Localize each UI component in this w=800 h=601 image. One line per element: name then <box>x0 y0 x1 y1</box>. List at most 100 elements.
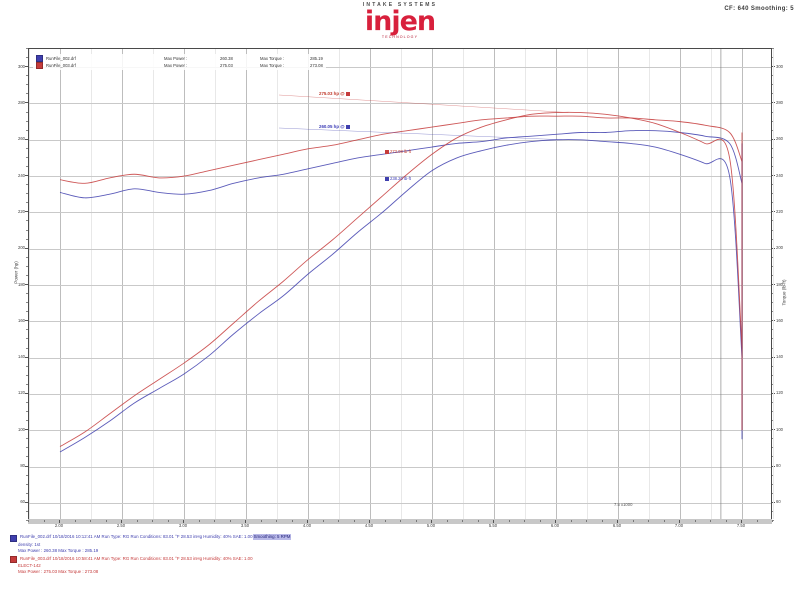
header-bar: INTAKE SYSTEMS injen TECHNOLOGY CF: 640 … <box>0 0 800 44</box>
y-axis-tick-minor <box>26 265 28 267</box>
y-axis-tick-minor <box>772 520 774 521</box>
grid-line-vertical <box>122 49 123 519</box>
x-axis-tick-label: 3.00 <box>178 523 188 528</box>
y-axis-tick-minor <box>26 111 28 113</box>
run-details: RunFile_002.drf 10/18/2016 10:12:41 AM R… <box>20 534 253 539</box>
chart-legend: RunFile_002.drf Max Power : 260.38 Max T… <box>33 54 326 70</box>
grid-line-vertical <box>618 49 619 519</box>
x-axis-tick-minor <box>710 520 711 522</box>
grid-line-horizontal <box>29 248 771 250</box>
y-axis-tick <box>25 356 28 358</box>
annotation-peak-power-red: 275.03 hp @ <box>319 91 351 96</box>
y-axis-tick-label: 180 <box>776 281 783 287</box>
x-axis-tick-minor <box>167 520 169 522</box>
cursor-rpm-readout: 7.5 x1000 <box>614 502 633 507</box>
y-axis-tick-minor <box>26 93 28 95</box>
x-axis-tick-minor <box>648 520 649 522</box>
grid-line-vertical <box>184 49 185 519</box>
y-axis-tick-minor <box>772 48 774 49</box>
y-axis-tick-minor <box>26 438 28 440</box>
legend-run-name: RunFile_002.drf <box>46 56 76 61</box>
x-axis-tick <box>431 520 432 523</box>
grid-line-vertical-minor <box>773 49 774 519</box>
y-axis-tick <box>25 392 28 394</box>
x-axis-tick <box>245 520 246 523</box>
x-axis-tick-minor <box>28 520 29 522</box>
y-axis-tick-minor <box>26 347 28 349</box>
y-axis-tick-minor <box>26 193 28 195</box>
y-axis-left: 300 280 260 240 220 200 180 160 140 120 100 80 60 <box>2 48 28 521</box>
x-axis-tick-minor <box>338 520 339 522</box>
x-axis-tick-minor <box>214 520 215 522</box>
y-axis-tick-minor <box>26 492 28 494</box>
y-axis-tick-minor <box>26 202 28 204</box>
legend-row: RunFile_003.drf Max Power : 275.03 Max T… <box>36 62 323 69</box>
y-axis-tick-minor <box>26 302 28 304</box>
y-axis-tick-label: 240 <box>776 172 783 178</box>
x-axis-tick-minor <box>694 520 696 522</box>
grid-line-vertical-minor <box>463 49 464 519</box>
x-axis-tick-minor <box>384 520 386 522</box>
y-axis-tick <box>25 66 28 68</box>
y-axis-tick <box>25 501 28 503</box>
run-info-panel: RunFile_002.drf 10/18/2016 10:12:41 AM R… <box>10 534 790 577</box>
x-axis-tick <box>307 520 308 523</box>
run-density: density: 1st <box>18 541 41 547</box>
y-axis-tick-label: 160 <box>18 317 25 323</box>
y-axis-tick <box>25 320 28 322</box>
grid-line-vertical <box>370 49 371 519</box>
x-axis-tick-minor <box>772 520 773 522</box>
grid-line-vertical-minor <box>153 49 154 519</box>
x-axis-tick-minor <box>415 520 417 522</box>
y-axis-tick-minor <box>26 75 28 77</box>
grid-line-horizontal <box>29 321 771 323</box>
y-axis-tick-minor <box>26 456 28 458</box>
y-axis-tick-minor <box>26 84 28 86</box>
x-axis-tick-minor <box>322 520 324 522</box>
y-axis-tick-minor <box>26 229 28 231</box>
y-axis-tick-minor <box>26 274 28 276</box>
run-info-line: Max Power : 260.38 Max Torque : 285.19 <box>10 548 790 554</box>
y-axis-tick-minor <box>26 156 28 158</box>
logo-tagline: INTAKE SYSTEMS <box>362 2 438 8</box>
x-axis-tick-minor <box>260 520 262 522</box>
grid-line-vertical-minor <box>649 49 650 519</box>
run-smoothing-highlight: Smoothing: 5 RPM <box>252 534 292 540</box>
grid-line-horizontal <box>29 393 771 395</box>
legend-torque-label: Max Torque : <box>260 56 285 61</box>
x-axis-tick-minor <box>90 520 91 522</box>
annotation-torque-blue: 238.20 lb-ft <box>384 176 411 181</box>
run-max-values: Max Power : 260.38 Max Torque : 285.19 <box>18 547 99 553</box>
x-axis-tick-label: 6.50 <box>612 523 622 528</box>
y-axis-tick-minor <box>26 402 28 403</box>
run-swatch-blue <box>10 534 17 542</box>
grid-line-vertical-minor <box>91 49 92 519</box>
x-axis-tick <box>555 520 556 523</box>
legend-power-value: 260.38 <box>220 56 233 61</box>
y-axis-tick-label: 160 <box>776 317 783 323</box>
y-axis-tick-label: 260 <box>776 136 783 142</box>
x-axis-tick-minor <box>353 520 355 522</box>
x-axis-tick-minor <box>632 520 634 522</box>
y-axis-tick-label: 100 <box>18 426 25 432</box>
y-axis-tick-label: 300 <box>776 63 783 69</box>
run-details: RunFile_003.drf 10/18/2016 10:58:41 AM R… <box>20 555 253 561</box>
curve-power-blue <box>59 139 743 453</box>
y-axis-tick <box>25 175 28 177</box>
x-axis-tick <box>679 520 680 523</box>
y-axis-tick-minor <box>26 238 28 240</box>
legend-torque-label: Max Torque : <box>260 63 285 68</box>
x-axis-tick-minor <box>74 520 76 522</box>
legend-torque-value: 273.08 <box>310 63 323 68</box>
y-axis-tick-minor <box>26 48 28 49</box>
x-axis-tick-minor <box>663 520 665 522</box>
y-axis-tick-minor <box>26 184 28 186</box>
x-axis-tick-minor <box>229 520 231 522</box>
y-axis-tick-label: 240 <box>18 172 25 178</box>
y-axis-tick <box>25 465 28 467</box>
grid-line-vertical <box>432 49 433 519</box>
y-axis-tick-minor <box>26 338 28 340</box>
x-axis-tick-minor <box>508 520 510 522</box>
grid-line-horizontal <box>29 139 771 141</box>
legend-power-label: Max Power : <box>164 56 188 61</box>
